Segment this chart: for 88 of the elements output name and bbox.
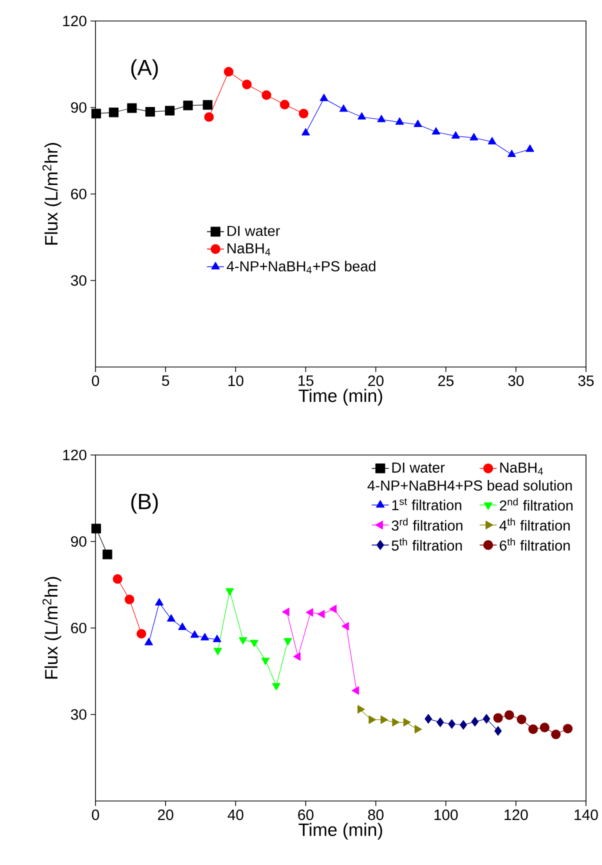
point [329, 604, 337, 614]
x-tick-label: 0 [92, 810, 100, 820]
legend-label: DI water [392, 462, 445, 473]
legend-label: 3$^{rd}$ filtration [392, 518, 462, 531]
x-tick-label: 60 [298, 810, 314, 820]
point [436, 717, 444, 728]
point [261, 658, 270, 666]
y-axis-title: Flux (L/m$^{2}$hr) [42, 143, 62, 245]
point [238, 637, 248, 645]
x-tick-label: 140 [574, 810, 598, 820]
legend-label: 5$^{th}$ filtration [392, 538, 462, 551]
point [166, 614, 176, 622]
x-tick-label: 100 [434, 810, 458, 820]
point [342, 622, 349, 630]
point [155, 598, 164, 606]
x-tick-label: 40 [228, 810, 244, 820]
legend-label: 1$^{st}$ filtration [392, 498, 462, 510]
y-tick-label: 120 [63, 16, 86, 26]
legend-label: NaBH$_{4}$ [228, 243, 270, 256]
point [306, 608, 314, 617]
point [124, 594, 134, 604]
point [494, 726, 502, 736]
point [516, 714, 526, 724]
legend-label: 6$^{th}$ filtration [500, 538, 570, 551]
point [212, 634, 222, 642]
x-tick-label: 80 [368, 810, 384, 820]
point [493, 713, 503, 723]
x-tick-label: 20 [368, 376, 384, 386]
annotation: (B) [131, 493, 158, 514]
point [136, 628, 146, 639]
point [380, 715, 388, 724]
x-tick-label: 5 [162, 376, 170, 386]
point [471, 716, 479, 726]
point [112, 574, 122, 584]
point [293, 652, 301, 661]
y-tick-label: 30 [70, 709, 86, 720]
x-tick-label: 10 [228, 376, 244, 386]
x-tick-label: 20 [158, 810, 174, 820]
legend-label: 4$^{th}$ filtration [499, 518, 570, 531]
point [102, 550, 112, 560]
point [284, 638, 292, 646]
point [250, 640, 258, 648]
point [414, 725, 422, 734]
x-tick-label: 15 [298, 376, 314, 386]
point [403, 718, 411, 726]
legend-label: 4-NP+NaBH$_{4}$+PS bead [226, 260, 376, 274]
x-tick-label: 25 [438, 376, 454, 386]
point [282, 608, 290, 616]
point [368, 715, 376, 724]
point [424, 714, 432, 724]
point [460, 720, 468, 730]
point [357, 705, 365, 714]
point [504, 710, 514, 720]
x-axis-title: Time (min) [298, 822, 382, 840]
point [178, 622, 187, 630]
point [200, 632, 210, 640]
x-tick-label: 30 [508, 376, 524, 386]
point [540, 722, 550, 732]
point [448, 719, 456, 729]
y-tick-label: 30 [70, 275, 86, 286]
legend-title: 4-NP+NaBH4+PS bead solution [368, 480, 572, 491]
legend-label: 2$^{nd}$ filtration [500, 498, 573, 511]
point [551, 730, 561, 740]
y-tick-label: 90 [71, 536, 86, 547]
annotation: (A) [131, 59, 158, 80]
y-tick-label: 60 [71, 188, 86, 200]
y-tick-label: 60 [71, 622, 86, 634]
point [352, 686, 360, 695]
y-tick-label: 120 [63, 450, 86, 460]
y-axis-title: Flux (L/m$^{2}$hr) [42, 577, 62, 679]
point [225, 588, 234, 596]
point [272, 683, 280, 690]
point [91, 524, 101, 534]
point [144, 638, 153, 646]
legend-label: DI water [228, 226, 280, 236]
x-tick-label: 0 [92, 376, 100, 386]
point [528, 724, 538, 734]
point [562, 724, 573, 734]
point [392, 718, 400, 726]
legend-label: NaBH$_{4}$ [500, 462, 543, 475]
point [214, 648, 222, 656]
point [190, 630, 199, 638]
x-tick-label: 35 [578, 376, 594, 386]
y-tick-label: 90 [71, 102, 86, 113]
x-tick-label: 120 [504, 810, 528, 820]
x-axis-title: Time (min) [298, 388, 382, 406]
point [482, 714, 490, 724]
point [317, 610, 325, 618]
